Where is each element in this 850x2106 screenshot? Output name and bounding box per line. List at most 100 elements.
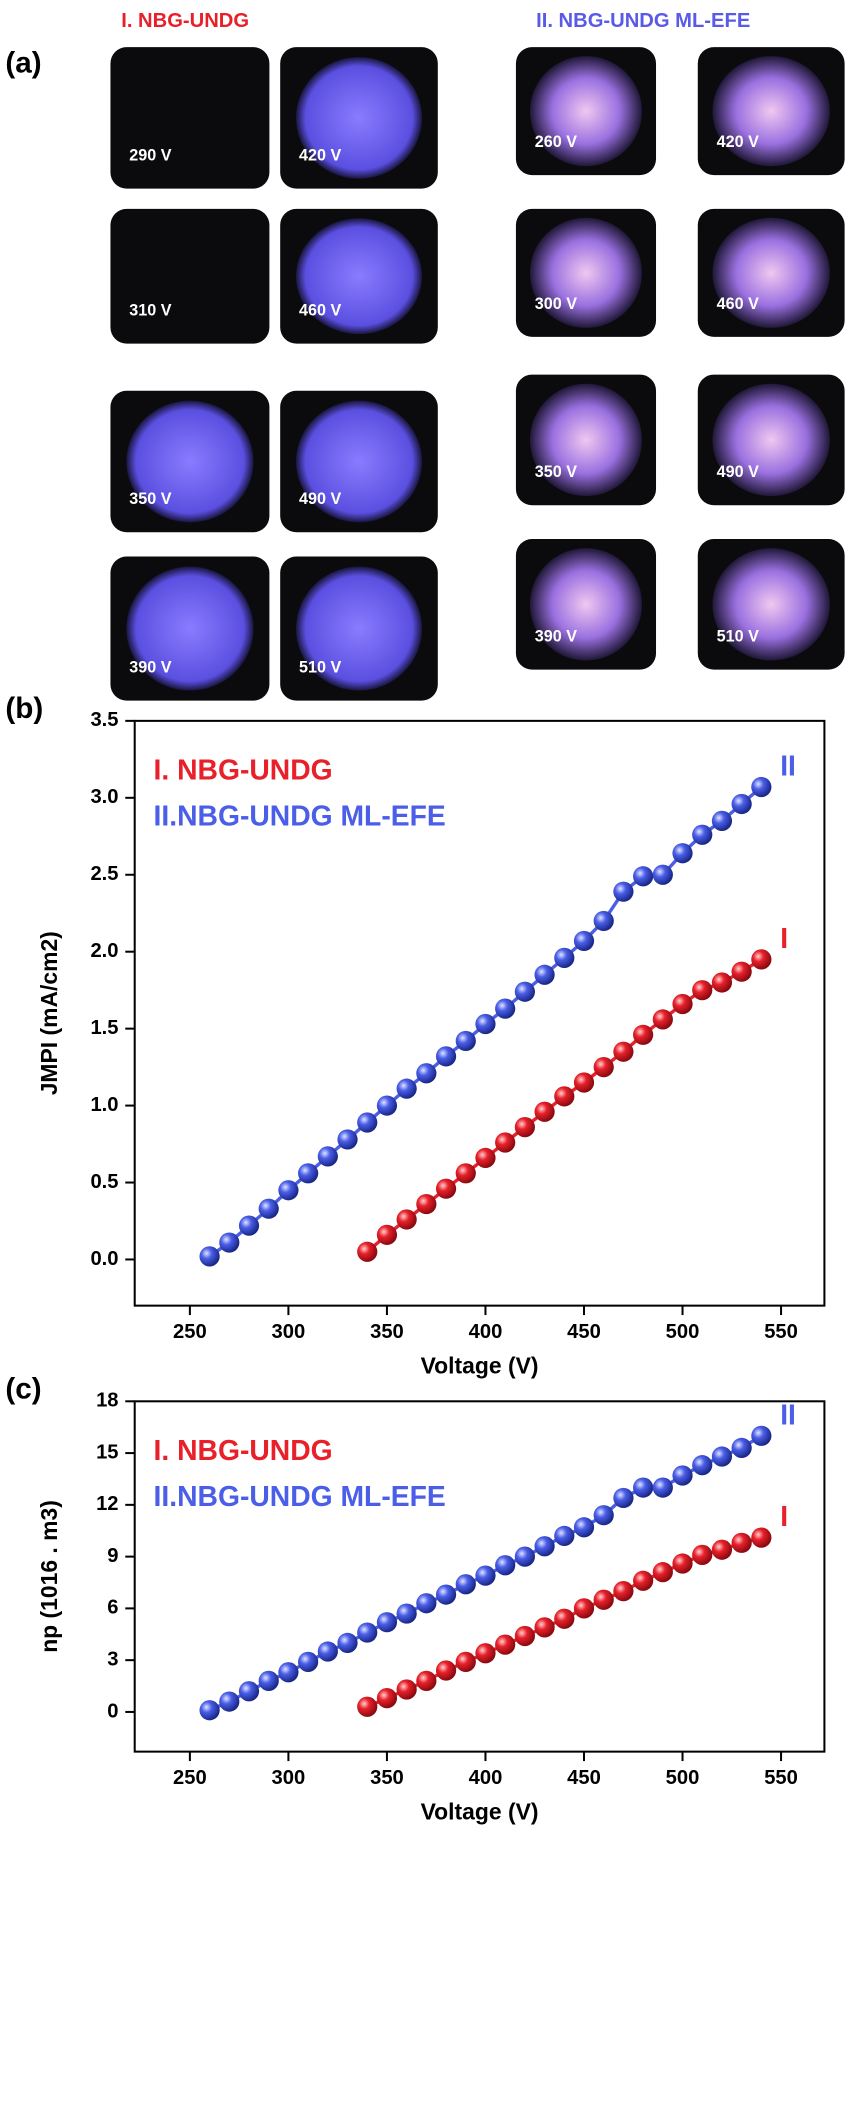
data-point: [731, 1532, 752, 1553]
data-point: [219, 1691, 240, 1712]
data-point: [652, 1477, 673, 1498]
data-point: [298, 1651, 319, 1672]
discharge-glow: [712, 548, 830, 661]
data-point: [435, 1178, 457, 1199]
tile-label: 420 V: [299, 147, 341, 165]
group-title: I. NBG-UNDG: [121, 10, 249, 32]
legend-entry: II.NBG-UNDG ML-EFE: [154, 799, 446, 831]
x-tick-label: 300: [272, 1321, 306, 1343]
data-point: [416, 1193, 437, 1215]
y-tick-label: 12: [96, 1493, 118, 1515]
data-point: [475, 1147, 496, 1169]
data-point: [258, 1670, 279, 1691]
discharge-glow: [126, 566, 254, 691]
tile-label: 420 V: [717, 133, 759, 151]
data-point: [258, 1198, 279, 1219]
data-point: [711, 972, 733, 993]
data-point: [238, 1681, 260, 1702]
data-point: [751, 949, 772, 970]
data-point: [357, 1696, 378, 1717]
data-point: [435, 1660, 457, 1681]
data-point: [435, 1584, 457, 1605]
data-point: [357, 1112, 378, 1133]
data-point: [534, 1536, 555, 1557]
x-tick-label: 500: [666, 1321, 700, 1343]
tile-label: 350 V: [129, 490, 171, 508]
tile-label: 460 V: [717, 295, 759, 313]
data-point: [514, 1546, 535, 1567]
data-point: [278, 1180, 299, 1201]
data-point: [692, 1455, 713, 1476]
data-point: [613, 1041, 634, 1062]
legend-entry: II.NBG-UNDG ML-EFE: [154, 1480, 446, 1512]
data-point: [534, 1617, 555, 1638]
data-point: [475, 1643, 496, 1664]
data-point: [672, 1465, 693, 1486]
plot-frame: [133, 1400, 826, 1753]
data-point: [416, 1670, 437, 1691]
data-point: [731, 1437, 752, 1459]
discharge-glow: [529, 217, 643, 328]
data-point: [731, 793, 752, 815]
data-point: [672, 1553, 693, 1574]
data-point: [416, 1593, 437, 1614]
data-point: [199, 1246, 220, 1267]
y-tick-label: 15: [96, 1441, 118, 1463]
data-point: [633, 1570, 654, 1591]
data-point: [633, 1024, 654, 1045]
data-point: [455, 1030, 476, 1052]
data-point: [751, 776, 772, 798]
data-point: [396, 1209, 417, 1230]
data-point: [495, 1555, 516, 1576]
data-point: [337, 1129, 358, 1150]
data-point: [357, 1622, 378, 1643]
data-point: [554, 947, 575, 968]
data-point: [692, 824, 713, 845]
tile-label: 510 V: [299, 659, 341, 677]
x-tick-label: 350: [370, 1321, 404, 1343]
data-point: [573, 1072, 595, 1093]
y-tick-label: 0: [107, 1700, 118, 1722]
x-tick-label: 550: [764, 1767, 798, 1789]
data-point: [376, 1224, 398, 1245]
discharge-glow: [295, 566, 423, 691]
discharge-glow: [712, 383, 830, 497]
data-point: [554, 1608, 575, 1629]
data-point: [633, 866, 654, 887]
y-tick-label: 2.5: [90, 863, 118, 885]
series-annotation: I: [780, 1500, 788, 1532]
data-point: [376, 1688, 398, 1709]
data-point: [554, 1525, 575, 1547]
data-point: [455, 1651, 476, 1672]
sample-tile: [110, 208, 270, 344]
data-point: [751, 1527, 772, 1548]
x-tick-label: 350: [370, 1767, 404, 1789]
data-point: [672, 843, 693, 864]
data-point: [199, 1700, 220, 1721]
data-point: [751, 1425, 772, 1446]
data-point: [652, 864, 673, 885]
data-point: [652, 1009, 673, 1030]
data-point: [278, 1662, 299, 1683]
data-point: [672, 993, 693, 1015]
data-point: [573, 1598, 595, 1619]
data-point: [337, 1632, 358, 1654]
x-tick-label: 450: [567, 1321, 601, 1343]
data-point: [495, 1132, 516, 1153]
data-point: [613, 881, 634, 902]
data-point: [692, 1544, 713, 1566]
discharge-glow: [712, 56, 830, 167]
data-point: [593, 1505, 614, 1526]
x-tick-label: 550: [764, 1321, 798, 1343]
data-point: [593, 1057, 614, 1078]
legend-entry: I. NBG-UNDG: [154, 1434, 333, 1466]
data-point: [534, 964, 555, 985]
data-point: [357, 1241, 378, 1262]
data-point: [731, 961, 752, 982]
y-tick-label: 6: [107, 1597, 118, 1619]
series-annotation: II: [780, 750, 796, 782]
data-point: [435, 1046, 457, 1067]
data-point: [573, 1517, 595, 1538]
discharge-glow: [295, 218, 423, 335]
y-tick-label: 0.0: [90, 1248, 118, 1270]
